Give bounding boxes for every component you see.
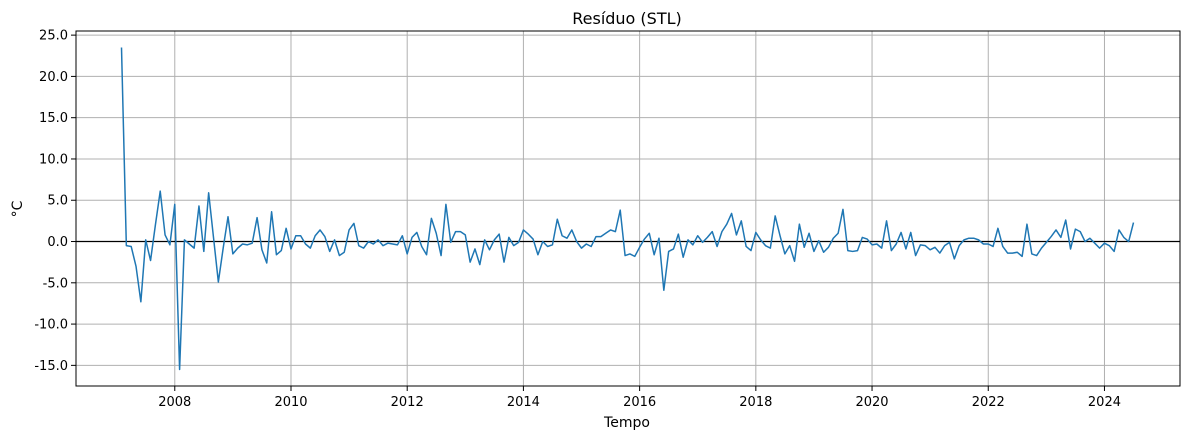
y-tick-label: 20.0: [39, 70, 68, 85]
y-tick-label: 15.0: [39, 111, 68, 126]
x-tick-label: 2014: [507, 395, 540, 410]
y-axis: -15.0 -10.0 -5.0 0.0 5.0 10.0 15.0 20.0 25.0: [34, 29, 76, 374]
x-axis: 2008 2010 2012 2014 2016 2018 2020 2022 2024: [158, 386, 1121, 410]
plot-frame: [75, 30, 1181, 387]
x-tick-label: 2024: [1088, 395, 1121, 410]
x-tick-label: 2010: [274, 395, 307, 410]
chart-title: Resíduo (STL): [572, 9, 682, 28]
y-tick-label: 25.0: [39, 29, 68, 44]
y-tick-label: 5.0: [47, 194, 68, 209]
y-tick-label: -15.0: [34, 359, 68, 374]
x-axis-label: Tempo: [603, 415, 650, 431]
x-tick-label: 2020: [855, 395, 888, 410]
y-tick-label: -5.0: [43, 276, 68, 291]
y-axis-label: °C: [10, 200, 26, 217]
x-tick-label: 2016: [623, 395, 656, 410]
y-tick-label: 0.0: [47, 235, 68, 250]
x-tick-label: 2018: [739, 395, 772, 410]
x-tick-label: 2008: [158, 395, 191, 410]
x-tick-label: 2012: [391, 395, 424, 410]
x-tick-label: 2022: [972, 395, 1005, 410]
y-tick-label: 10.0: [39, 152, 68, 167]
grid: [76, 31, 1180, 386]
y-tick-label: -10.0: [34, 318, 68, 333]
series-line: [120, 47, 1135, 371]
